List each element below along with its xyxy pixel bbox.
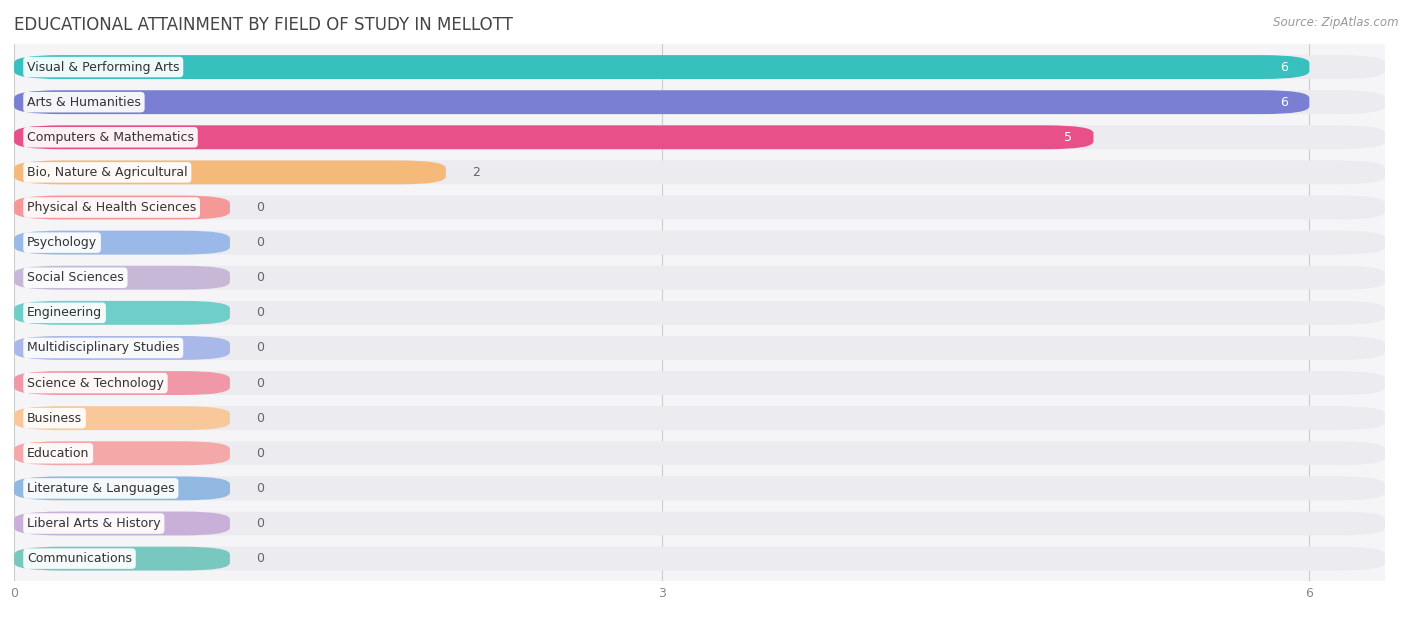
- Text: Science & Technology: Science & Technology: [27, 377, 165, 389]
- FancyBboxPatch shape: [14, 406, 1385, 430]
- Text: Literature & Languages: Literature & Languages: [27, 482, 174, 495]
- FancyBboxPatch shape: [14, 266, 231, 289]
- FancyBboxPatch shape: [14, 371, 231, 395]
- Text: 0: 0: [256, 411, 264, 425]
- FancyBboxPatch shape: [14, 125, 1385, 149]
- Text: Communications: Communications: [27, 552, 132, 565]
- Text: Psychology: Psychology: [27, 236, 97, 249]
- Text: EDUCATIONAL ATTAINMENT BY FIELD OF STUDY IN MELLOTT: EDUCATIONAL ATTAINMENT BY FIELD OF STUDY…: [14, 16, 513, 34]
- Text: Bio, Nature & Agricultural: Bio, Nature & Agricultural: [27, 166, 187, 179]
- Text: 0: 0: [256, 341, 264, 355]
- FancyBboxPatch shape: [14, 231, 1385, 255]
- Text: 0: 0: [256, 377, 264, 389]
- FancyBboxPatch shape: [14, 371, 1385, 395]
- FancyBboxPatch shape: [14, 195, 1385, 219]
- Text: Physical & Health Sciences: Physical & Health Sciences: [27, 201, 197, 214]
- FancyBboxPatch shape: [14, 161, 1385, 185]
- FancyBboxPatch shape: [14, 55, 1309, 79]
- FancyBboxPatch shape: [14, 195, 231, 219]
- FancyBboxPatch shape: [14, 441, 1385, 465]
- Text: Multidisciplinary Studies: Multidisciplinary Studies: [27, 341, 180, 355]
- FancyBboxPatch shape: [14, 336, 1385, 360]
- FancyBboxPatch shape: [14, 547, 1385, 571]
- Text: Business: Business: [27, 411, 82, 425]
- Text: Arts & Humanities: Arts & Humanities: [27, 95, 141, 109]
- FancyBboxPatch shape: [14, 301, 1385, 325]
- FancyBboxPatch shape: [14, 441, 231, 465]
- FancyBboxPatch shape: [14, 406, 231, 430]
- Text: 0: 0: [256, 271, 264, 284]
- Text: Liberal Arts & History: Liberal Arts & History: [27, 517, 160, 530]
- FancyBboxPatch shape: [14, 547, 231, 571]
- FancyBboxPatch shape: [14, 511, 231, 535]
- FancyBboxPatch shape: [14, 90, 1309, 114]
- FancyBboxPatch shape: [14, 90, 1385, 114]
- Text: 0: 0: [256, 201, 264, 214]
- FancyBboxPatch shape: [14, 301, 231, 325]
- Text: Education: Education: [27, 447, 90, 460]
- Text: 0: 0: [256, 447, 264, 460]
- Text: Source: ZipAtlas.com: Source: ZipAtlas.com: [1274, 16, 1399, 29]
- Text: 0: 0: [256, 307, 264, 319]
- Text: 0: 0: [256, 482, 264, 495]
- FancyBboxPatch shape: [14, 55, 1385, 79]
- Text: Visual & Performing Arts: Visual & Performing Arts: [27, 61, 180, 73]
- FancyBboxPatch shape: [14, 477, 1385, 501]
- Text: 0: 0: [256, 552, 264, 565]
- FancyBboxPatch shape: [14, 125, 1094, 149]
- Text: 0: 0: [256, 517, 264, 530]
- FancyBboxPatch shape: [14, 161, 446, 185]
- FancyBboxPatch shape: [14, 336, 231, 360]
- Text: Engineering: Engineering: [27, 307, 103, 319]
- Text: 5: 5: [1064, 131, 1071, 144]
- Text: 2: 2: [472, 166, 479, 179]
- FancyBboxPatch shape: [14, 266, 1385, 289]
- Text: 0: 0: [256, 236, 264, 249]
- Text: Computers & Mathematics: Computers & Mathematics: [27, 131, 194, 144]
- FancyBboxPatch shape: [14, 511, 1385, 535]
- Text: Social Sciences: Social Sciences: [27, 271, 124, 284]
- Text: 6: 6: [1279, 61, 1288, 73]
- FancyBboxPatch shape: [14, 477, 231, 501]
- Text: 6: 6: [1279, 95, 1288, 109]
- FancyBboxPatch shape: [14, 231, 231, 255]
